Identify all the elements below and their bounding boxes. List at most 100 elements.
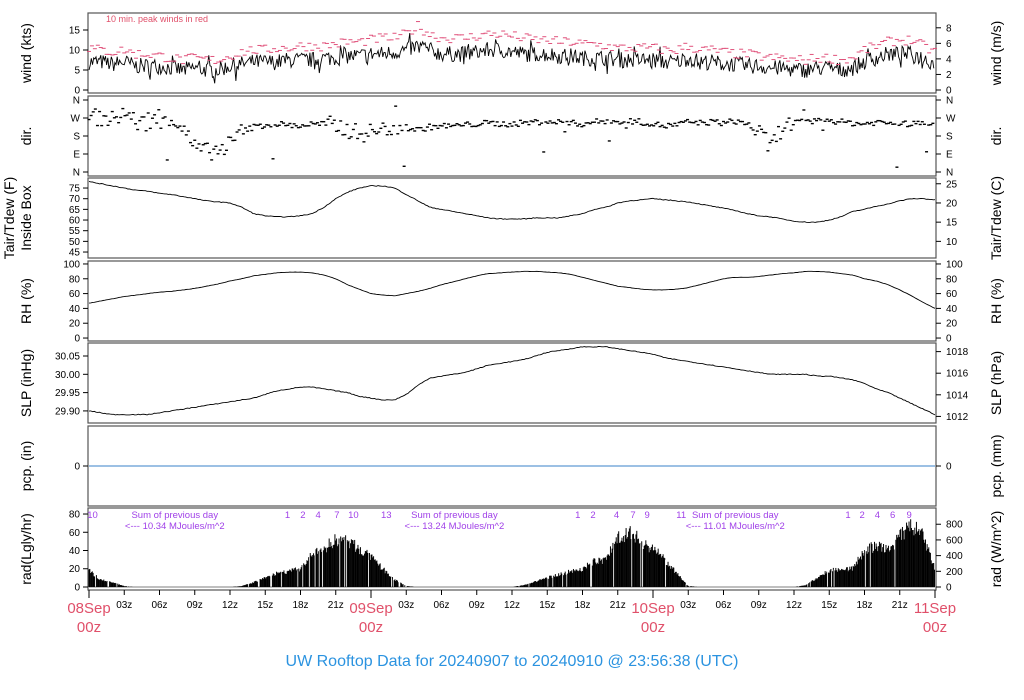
chart-title: UW Rooftop Data for 20240907 to 20240910… bbox=[286, 653, 739, 670]
wind-right-tick-label: 0 bbox=[946, 86, 952, 97]
tair-left-tick-label: 70 bbox=[69, 194, 81, 205]
tair-left-tick-label: 65 bbox=[69, 205, 81, 216]
x-tick-label: 18z bbox=[292, 600, 308, 611]
date-tick-label: 08Sep bbox=[67, 600, 110, 617]
rad-right-tick-label: 200 bbox=[946, 567, 963, 578]
pcp-right-tick-label: 0 bbox=[946, 462, 952, 473]
x-tick-label: 12z bbox=[786, 600, 802, 611]
rh-left-tick-label: 40 bbox=[69, 304, 81, 315]
dir-right-tick-label: N bbox=[946, 168, 953, 179]
x-tick-label: 15z bbox=[821, 600, 837, 611]
dir-right-axis-label: dir. bbox=[988, 127, 1004, 146]
x-tick-label: 15z bbox=[257, 600, 273, 611]
tair-left-tick-label: 55 bbox=[69, 226, 81, 237]
rad-left-tick-label: 40 bbox=[69, 546, 81, 557]
date-tick-time: 00z bbox=[77, 619, 101, 636]
rad-cumulative-label: 9 bbox=[907, 510, 912, 521]
tair-right-tick-label: 25 bbox=[946, 179, 958, 190]
dir-left-axis-label: dir. bbox=[18, 127, 34, 146]
time-axis: 03z 06z 09z 12z 15z 18z 21z 03z 06z 09z 12z 15z 18z 2… bbox=[67, 590, 956, 636]
rad-left-axis-label: rad(Lgly/hr) bbox=[18, 513, 34, 585]
x-tick-label: 06z bbox=[715, 600, 731, 611]
panel-pcp: 0 0 pcp. (in) pcp. (mm) bbox=[18, 425, 1004, 507]
panel-wind: 0 5 10 15 0 2 4 6 8 wind (kts) wind (m/s) 10 min. p… bbox=[18, 12, 1004, 97]
x-tick-label: 15z bbox=[539, 600, 555, 611]
rad-cumulative-label: 1 bbox=[575, 510, 580, 521]
wind-right-axis-label: wind (m/s) bbox=[988, 21, 1004, 87]
tair-left-axis-label: Tair/Tdew (F) bbox=[1, 177, 17, 259]
wind-right-tick-label: 2 bbox=[946, 70, 952, 81]
tair-right-axis-label: Tair/Tdew (C) bbox=[988, 176, 1004, 260]
rad-cumulative-label: 7 bbox=[630, 510, 635, 521]
slp-right-tick-label: 1014 bbox=[946, 390, 969, 401]
dir-right-tick-label: E bbox=[946, 150, 953, 161]
dir-right-tick-label: W bbox=[946, 114, 956, 125]
rad-cumulative-label: 1 bbox=[285, 510, 290, 521]
rad-left-tick-label: 0 bbox=[74, 582, 80, 593]
rad-cumulative-label: 13 bbox=[381, 510, 392, 521]
dir-left-tick-label: N bbox=[73, 96, 80, 107]
wind-left-tick-label: 0 bbox=[74, 86, 80, 97]
rad-daily-sum-title: Sum of previous day bbox=[411, 510, 498, 521]
rad-cumulative-label: 6 bbox=[890, 510, 895, 521]
rad-plot-frame bbox=[87, 507, 937, 591]
date-tick-label: 10Sep bbox=[631, 600, 674, 617]
wind-left-tick-label: 15 bbox=[69, 26, 81, 37]
tair-left-tick-label: 75 bbox=[69, 184, 81, 195]
rad-cumulative-label: 4 bbox=[614, 510, 619, 521]
x-tick-label: 09z bbox=[187, 600, 203, 611]
rad-cumulative-label: 7 bbox=[334, 510, 339, 521]
rh-left-tick-label: 20 bbox=[69, 319, 81, 330]
rad-cumulative-label: 10 bbox=[348, 510, 359, 521]
x-tick-label: 09z bbox=[751, 600, 767, 611]
rad-right-tick-label: 0 bbox=[946, 582, 952, 593]
wind-right-tick-label: 4 bbox=[946, 54, 952, 65]
rad-cumulative-label: 11 bbox=[676, 510, 686, 521]
rad-right-tick-label: 600 bbox=[946, 535, 963, 546]
rh-left-axis-label: RH (%) bbox=[18, 278, 34, 324]
rad-daily-sum-title: Sum of previous day bbox=[692, 510, 779, 521]
slp-left-tick-label: 29.95 bbox=[55, 388, 80, 399]
rad-left-tick-label: 60 bbox=[69, 528, 81, 539]
tair-right-tick-label: 10 bbox=[946, 237, 958, 248]
x-tick-label: 03z bbox=[398, 600, 414, 611]
tair-left-tick-label: 45 bbox=[69, 248, 81, 259]
rad-daily-sum-value: <--- 13.24 MJoules/m^2 bbox=[405, 521, 505, 532]
date-tick-time: 00z bbox=[359, 619, 383, 636]
rad-left-tick-label: 80 bbox=[69, 510, 81, 521]
dir-left-tick-label: E bbox=[73, 150, 80, 161]
rad-cumulative-label: 4 bbox=[875, 510, 880, 521]
tair-right-tick-label: 20 bbox=[946, 198, 958, 209]
slp-series-line bbox=[88, 346, 936, 416]
rh-left-tick-label: 80 bbox=[69, 274, 81, 285]
slp-right-tick-label: 1016 bbox=[946, 369, 969, 380]
rh-series-line bbox=[88, 270, 936, 309]
tair-left-tick-label: 50 bbox=[69, 237, 81, 248]
rh-left-tick-label: 60 bbox=[69, 289, 81, 300]
dir-left-tick-label: S bbox=[73, 132, 80, 143]
panel-slp: 29.90 29.95 30.00 30.05 1012 1014 1016 1018 SLP … bbox=[18, 342, 1004, 424]
rad-cumulative-label: 10 bbox=[87, 510, 98, 521]
x-tick-label: 03z bbox=[680, 600, 696, 611]
rad-daily-sum-value: <--- 11.01 MJoules/m^2 bbox=[686, 521, 785, 532]
tair-right-tick-label: 15 bbox=[946, 218, 958, 229]
rh-left-tick-label: 0 bbox=[74, 334, 80, 345]
slp-left-axis-label: SLP (inHg) bbox=[18, 349, 34, 417]
x-tick-label: 18z bbox=[574, 600, 590, 611]
x-tick-label: 06z bbox=[151, 600, 167, 611]
rad-daily-sum-title: Sum of previous day bbox=[131, 510, 218, 521]
rh-right-tick-label: 60 bbox=[946, 289, 958, 300]
rad-right-tick-label: 800 bbox=[946, 520, 963, 531]
pcp-left-tick-label: 0 bbox=[74, 462, 80, 473]
rad-right-tick-label: 400 bbox=[946, 551, 963, 562]
rh-right-tick-label: 100 bbox=[946, 259, 963, 270]
rad-cumulative-label: 9 bbox=[644, 510, 649, 521]
wind-left-axis-label: wind (kts) bbox=[18, 23, 34, 84]
x-tick-label: 12z bbox=[504, 600, 520, 611]
rh-right-tick-label: 80 bbox=[946, 274, 958, 285]
x-tick-label: 06z bbox=[433, 600, 449, 611]
